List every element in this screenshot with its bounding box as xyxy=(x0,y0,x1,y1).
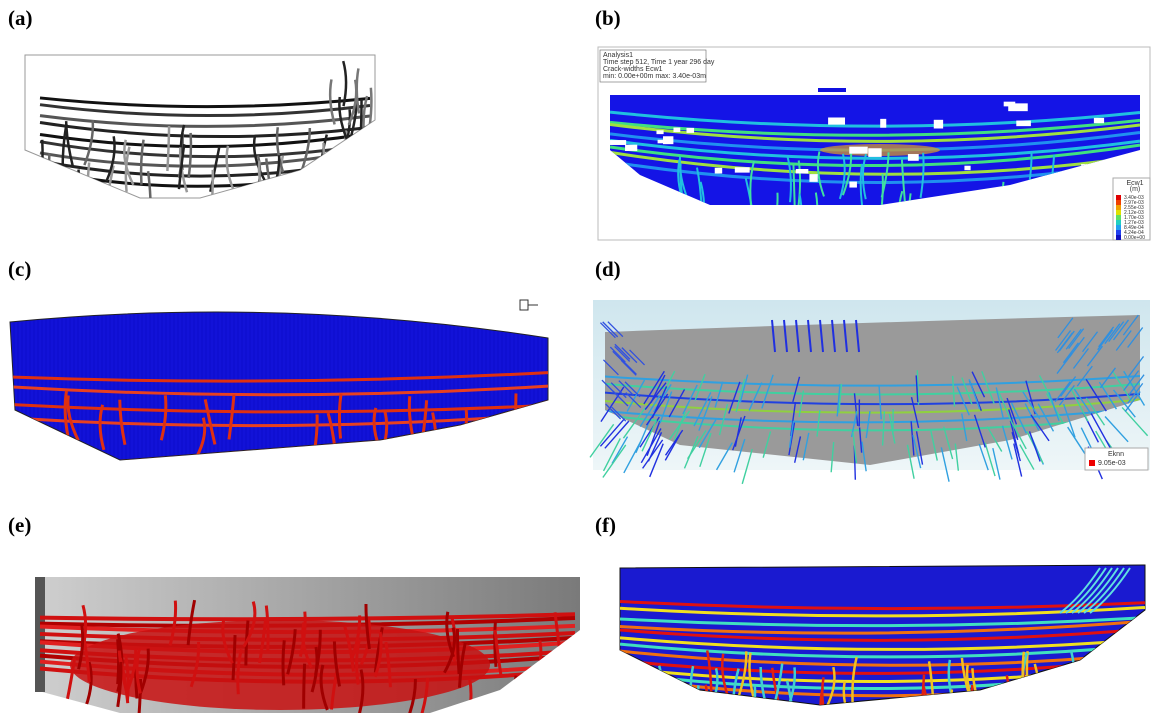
crack xyxy=(654,666,662,711)
legend-swatch xyxy=(1116,205,1121,210)
gap xyxy=(656,130,663,134)
gap xyxy=(880,119,886,128)
legend-swatch xyxy=(1116,215,1121,220)
crack xyxy=(283,640,284,685)
legend-swatch xyxy=(1116,235,1121,240)
info-text: Time step 512, Time 1 year 296 day xyxy=(603,59,715,66)
panel-label: (d) xyxy=(595,257,621,281)
legend-swatch xyxy=(1116,210,1121,215)
panel-label: (e) xyxy=(8,513,31,537)
panel-label: (c) xyxy=(8,257,31,281)
gap xyxy=(673,128,680,133)
gap xyxy=(849,147,867,154)
gap xyxy=(686,128,694,133)
legend-title: Eknn xyxy=(1108,451,1124,458)
crack xyxy=(65,171,73,216)
crack xyxy=(266,606,268,651)
crack xyxy=(1027,651,1028,696)
crack xyxy=(515,676,522,713)
crack-pattern xyxy=(40,600,575,713)
crack xyxy=(339,394,341,439)
crack xyxy=(360,99,361,144)
legend-swatch xyxy=(1089,460,1095,466)
gap xyxy=(908,154,919,161)
crack xyxy=(990,689,996,713)
legend: Ecw1(m)3.40e-032.97e-032.55e-032.12e-031… xyxy=(1113,178,1150,241)
mark xyxy=(818,88,846,92)
panel-label: (b) xyxy=(595,6,621,30)
crack xyxy=(292,170,302,215)
crack xyxy=(78,169,79,214)
gap xyxy=(828,117,845,124)
gap xyxy=(735,167,750,172)
crack xyxy=(304,664,305,709)
gap xyxy=(1094,118,1104,123)
crack xyxy=(972,685,973,713)
crack xyxy=(793,165,794,210)
crack xyxy=(41,140,43,185)
gap xyxy=(809,174,817,182)
crack xyxy=(521,678,527,713)
axis-icon xyxy=(520,300,538,310)
crack xyxy=(118,639,119,684)
gap xyxy=(715,168,722,174)
info-text: min: 0.00e+00m max: 3.40e-03m xyxy=(603,73,706,80)
gap xyxy=(964,166,970,170)
gap xyxy=(849,182,856,188)
legend-swatch xyxy=(1116,200,1121,205)
figure: (a) (b) (c) (d) (e) (f) Analysis1 Time s… xyxy=(0,0,1162,713)
info-text: Analysis1 xyxy=(603,52,633,59)
crack xyxy=(691,666,693,711)
crack xyxy=(315,173,322,218)
gap xyxy=(658,140,669,144)
legend-label: 9.05e-03 xyxy=(1098,460,1126,467)
legend-unit: (m) xyxy=(1130,186,1141,193)
panel-label: (a) xyxy=(8,6,33,30)
gap xyxy=(1008,103,1028,111)
crack xyxy=(1023,652,1024,697)
crack xyxy=(515,393,516,438)
gap xyxy=(868,148,881,157)
crack xyxy=(69,174,76,219)
panel-label: (f) xyxy=(595,513,616,537)
gap xyxy=(610,140,626,145)
legend-swatch xyxy=(1116,195,1121,200)
dam xyxy=(10,312,548,460)
legend-swatch xyxy=(1116,220,1121,225)
crack xyxy=(1068,682,1074,713)
crack xyxy=(330,157,339,202)
crack xyxy=(338,173,341,218)
info-text: Crack-widths Ecw1 xyxy=(603,66,663,73)
gap xyxy=(796,169,809,174)
legend-label: 0.00e+00 xyxy=(1124,235,1145,241)
gap xyxy=(625,145,637,151)
crack xyxy=(457,629,459,674)
gap xyxy=(1016,121,1031,127)
legend-swatch xyxy=(1116,230,1121,235)
gap xyxy=(934,120,943,129)
legend-swatch xyxy=(1116,225,1121,230)
crack xyxy=(43,162,48,207)
